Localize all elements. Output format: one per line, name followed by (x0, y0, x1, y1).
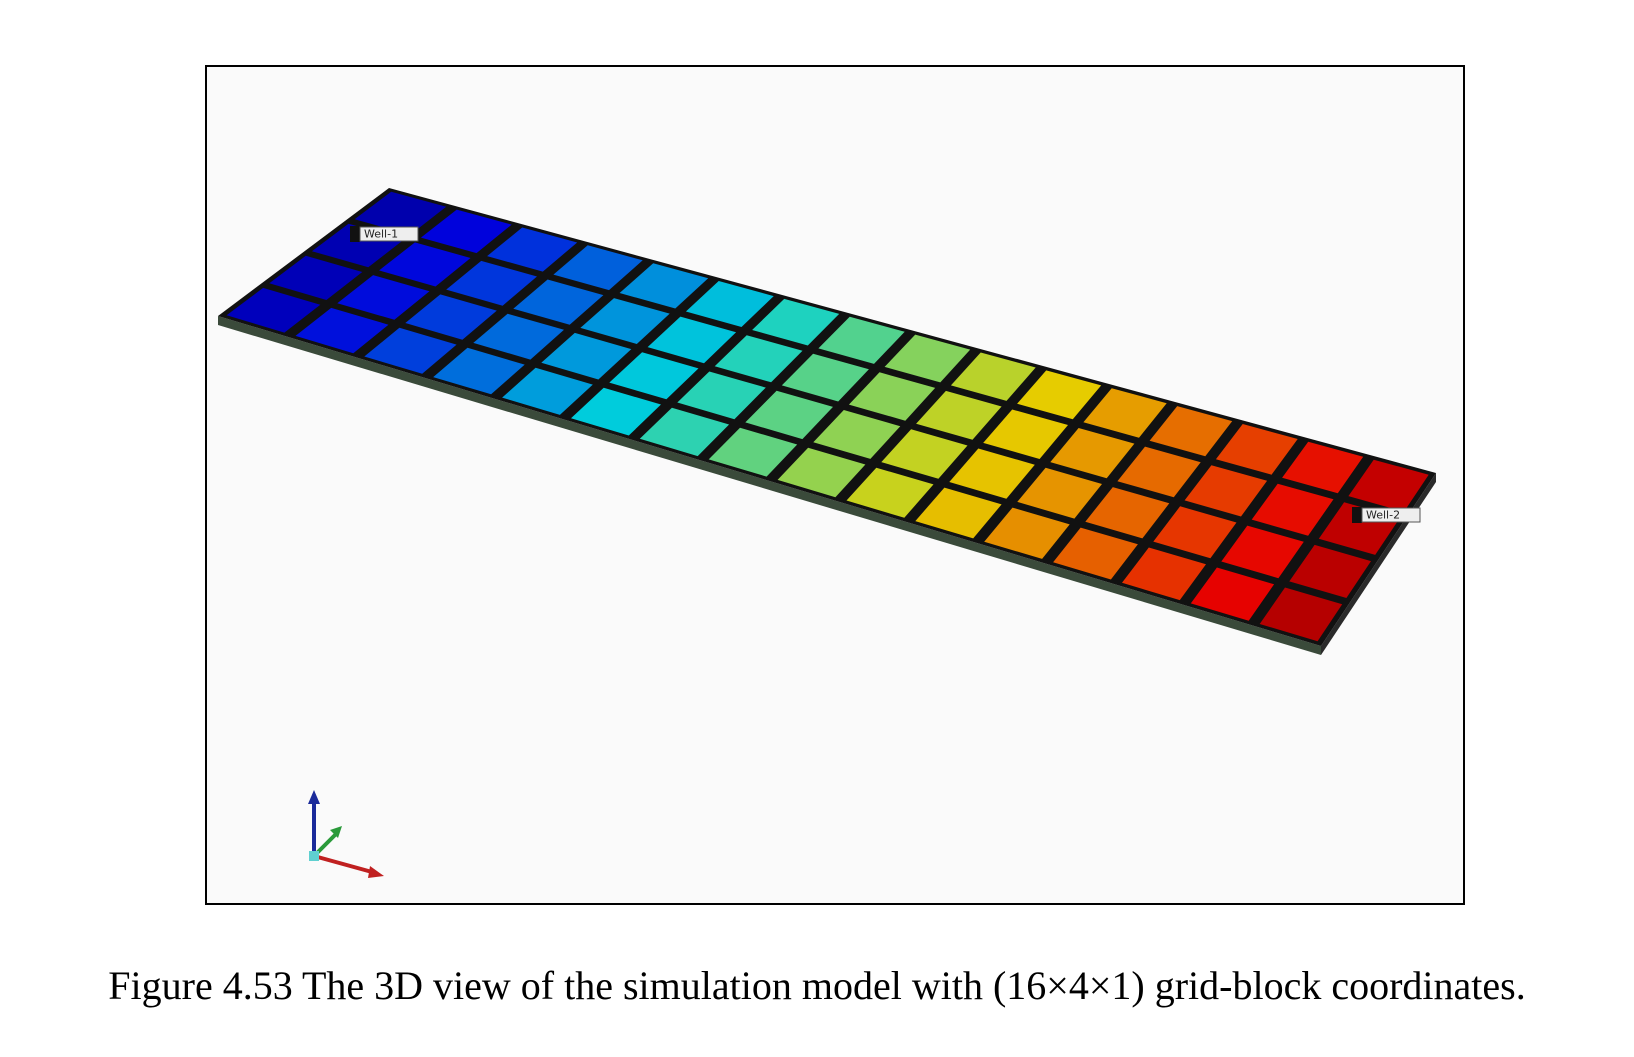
grid-block (881, 429, 968, 479)
grid-block (949, 448, 1035, 499)
grid-block (813, 410, 901, 459)
grid-block (1085, 487, 1170, 539)
grid-block (1017, 467, 1102, 519)
grid-block (446, 260, 537, 306)
grid-block (685, 281, 774, 327)
grid-block (609, 352, 699, 400)
well-label: Well-1 (364, 228, 398, 241)
grid-block (1053, 527, 1138, 580)
well-2-marker: Well-2 (1352, 507, 1421, 523)
grid-block (915, 487, 1002, 539)
grid-block (1122, 547, 1206, 601)
figure-caption: Figure 4.53 The 3D view of the simulatio… (108, 963, 1526, 1008)
grid-block (818, 316, 905, 364)
grid-block (1348, 459, 1429, 512)
grid-block (714, 335, 803, 383)
grid-block (269, 255, 363, 300)
grid-block (1149, 406, 1233, 457)
slab-side (218, 316, 1321, 655)
grid-block (295, 307, 389, 354)
model-view: Well-1 Well-2 (205, 65, 1465, 905)
grid-block (379, 242, 471, 287)
grid-block (364, 327, 457, 374)
grid-block (1215, 424, 1298, 475)
well-1-marker: Well-1 (350, 226, 419, 242)
grid-block (487, 227, 578, 272)
well-label: Well-2 (1366, 509, 1400, 522)
grid-block (571, 387, 661, 436)
grid-block (884, 334, 971, 383)
grid-block (1190, 567, 1275, 621)
grid-block (848, 372, 936, 421)
grid-block (1251, 483, 1334, 536)
grid-block (708, 427, 798, 477)
grid-block (983, 409, 1068, 459)
grid-block (354, 191, 447, 235)
grid-block (1221, 525, 1304, 579)
grid-block (420, 209, 512, 254)
grid-block (337, 275, 430, 320)
grid-block (1282, 441, 1364, 494)
grid-block (1184, 465, 1268, 517)
grid-slab (218, 188, 1436, 655)
grid-block (745, 390, 833, 440)
grid-block (405, 294, 497, 340)
grid-block (1153, 506, 1237, 559)
grid-block (1289, 544, 1371, 598)
grid-block (502, 367, 593, 415)
grid-block (619, 263, 709, 309)
grid-block (677, 371, 766, 420)
grid-block (1117, 446, 1201, 498)
grid-block (433, 347, 525, 395)
grid-block (846, 467, 934, 518)
grid-block (580, 298, 670, 344)
grid-block (513, 279, 604, 325)
grid-block (541, 332, 632, 380)
grid-block (1083, 388, 1167, 438)
grid-block (950, 352, 1036, 401)
grid-block (226, 287, 321, 333)
grid-block (473, 313, 564, 360)
grid-block (984, 507, 1070, 559)
grid-block (1050, 428, 1135, 479)
grid-block (553, 245, 643, 291)
grid-block (647, 316, 737, 364)
grid-block (639, 407, 730, 457)
grid-block (752, 298, 840, 346)
grid-block (1017, 370, 1102, 420)
grid-block (781, 353, 869, 402)
axis-triad (308, 790, 384, 878)
grid-block (777, 447, 866, 498)
grid-block (916, 390, 1002, 440)
grid-block (1259, 587, 1343, 642)
